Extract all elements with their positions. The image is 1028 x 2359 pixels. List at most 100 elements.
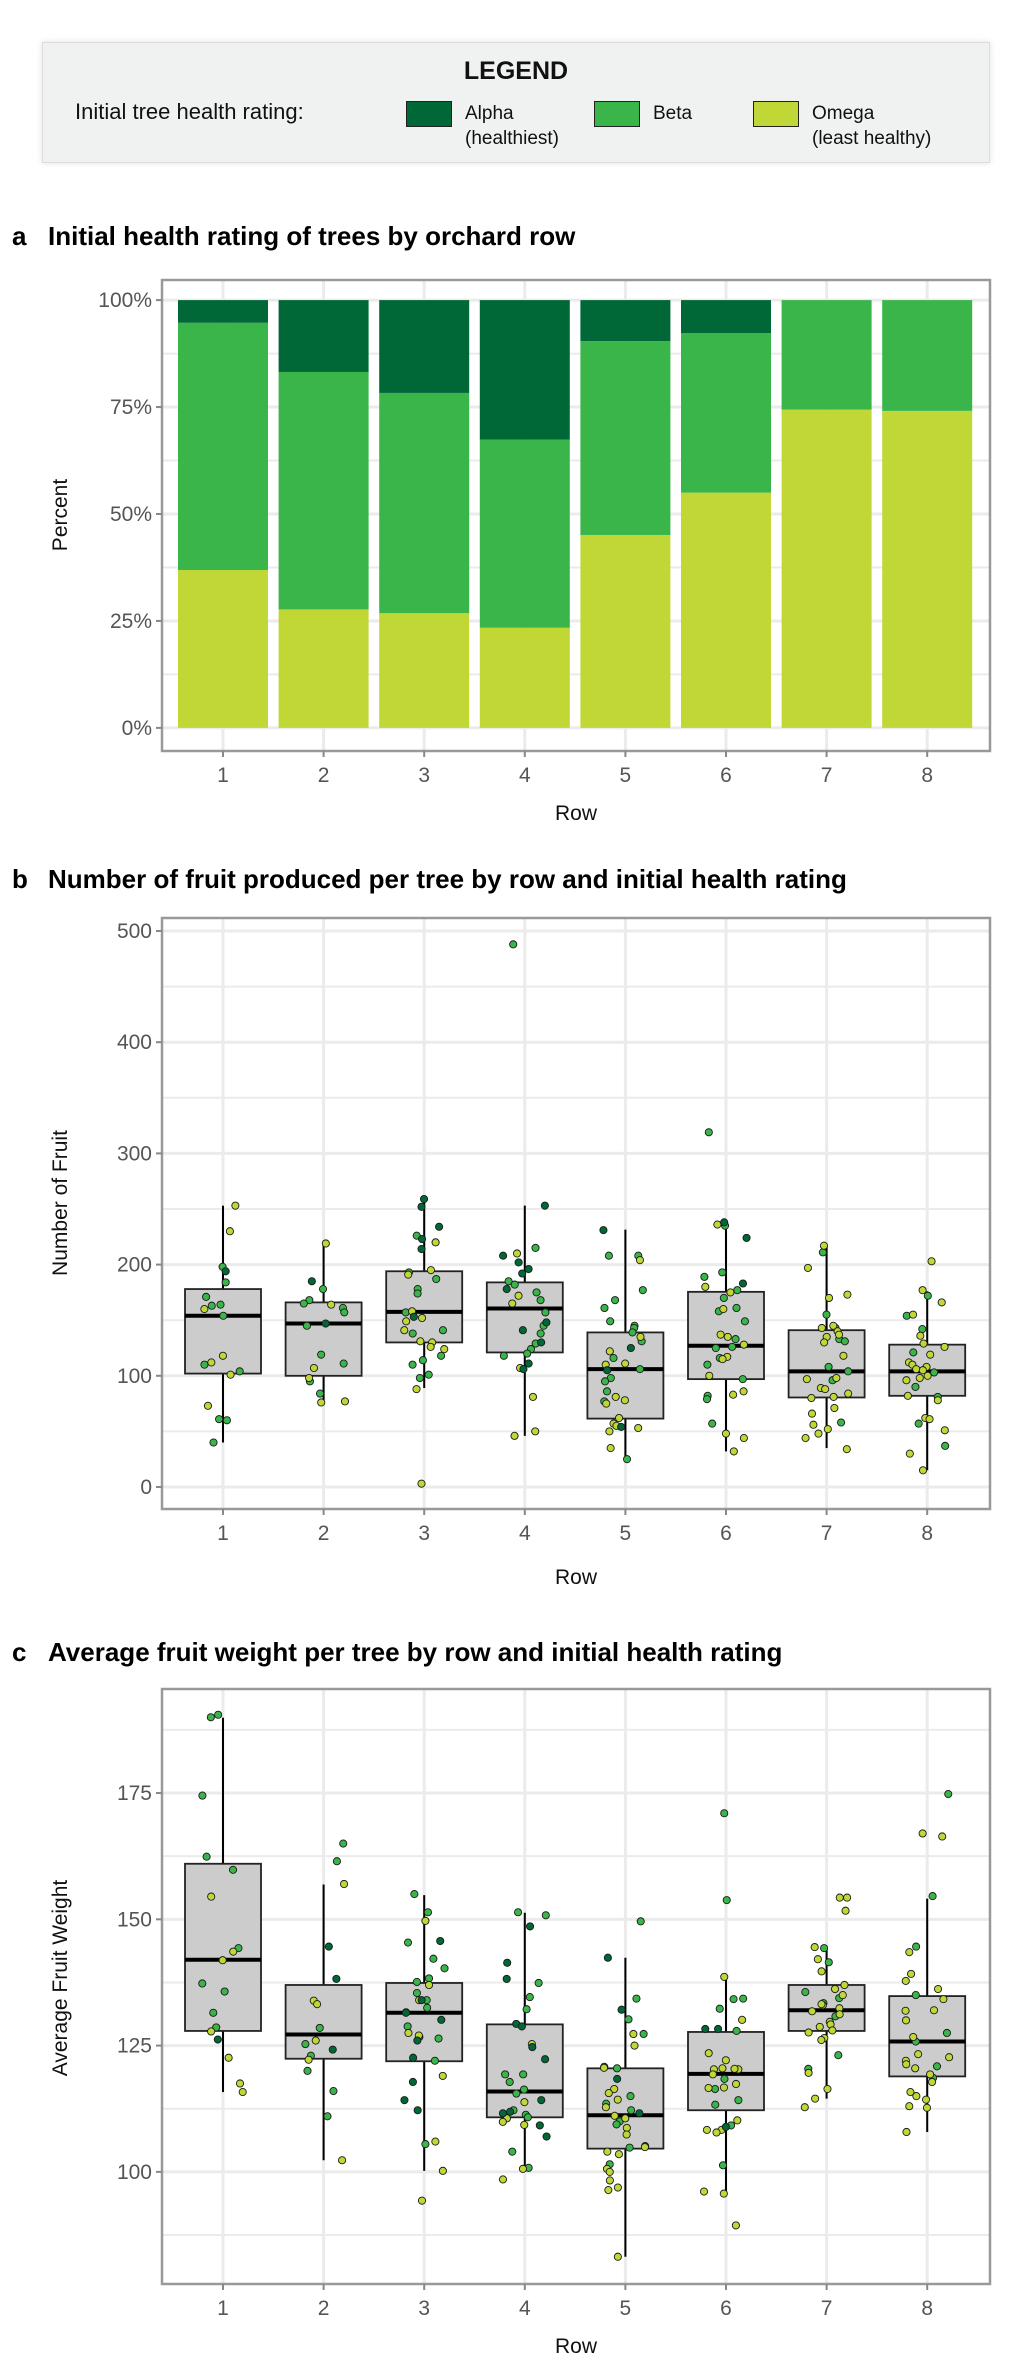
point-beta (728, 1342, 737, 1351)
point-omega (340, 1397, 350, 1406)
point-beta (332, 1857, 341, 1866)
point-omega (498, 2175, 508, 2184)
point-beta (202, 1852, 211, 1861)
point-alpha (506, 2107, 515, 2116)
point-beta (432, 1274, 441, 1284)
point-beta (198, 1979, 207, 1988)
point-omega (807, 1393, 816, 1403)
point-beta (215, 1415, 224, 1424)
point-beta (434, 2034, 443, 2043)
point-omega (510, 1431, 519, 1440)
panel-border (160, 1687, 992, 2286)
point-beta (301, 2040, 310, 2049)
point-omega (926, 1350, 935, 1359)
point-beta (339, 1839, 348, 1848)
point-omega (721, 1429, 730, 1438)
point-omega (912, 2092, 921, 2101)
point-omega (719, 2083, 729, 2092)
point-omega (922, 2095, 931, 2104)
box-row-8 (888, 1995, 967, 2078)
legend-alpha-label: Alpha (465, 103, 514, 124)
y-axis-title: Percent (49, 479, 72, 552)
chart-c-letter: c (12, 1637, 27, 1667)
point-beta (408, 1360, 417, 1369)
point-beta (700, 1272, 709, 1281)
point-beta (499, 1351, 508, 1360)
chart-a-title-text: Initial health rating of trees by orchar… (48, 221, 576, 251)
point-beta (423, 1908, 433, 1917)
point-beta (941, 1441, 950, 1450)
point-omega (843, 1290, 852, 1299)
x-tick-label: 4 (519, 764, 531, 787)
x-tick-label: 8 (921, 764, 933, 787)
box-row-2 (284, 1984, 363, 2060)
point-omega (610, 2084, 619, 2094)
point-beta (209, 2008, 218, 2017)
bar-beta-row-3 (379, 392, 470, 614)
x-tick-label: 1 (217, 764, 229, 787)
point-omega (916, 1331, 925, 1340)
point-omega (417, 1313, 427, 1323)
point-beta (510, 1280, 519, 1289)
x-axis-title: Row (555, 1566, 598, 1589)
point-alpha (409, 2053, 418, 2062)
point-omega (840, 1980, 849, 1990)
point-omega (829, 1321, 838, 1330)
point-alpha (524, 1264, 533, 1274)
point-beta (523, 1349, 532, 1358)
point-omega (843, 1893, 852, 1902)
chart-a-title: a Initial health rating of trees by orcha… (12, 221, 575, 252)
point-beta (840, 1337, 849, 1346)
point-beta (329, 2087, 338, 2096)
point-omega (731, 2221, 740, 2230)
point-omega (226, 1370, 235, 1379)
point-omega (412, 1385, 421, 1394)
point-omega (520, 2098, 529, 2107)
bar-omega-row-1 (178, 570, 268, 728)
point-omega (842, 1445, 851, 1454)
point-alpha (603, 1953, 612, 1962)
point-omega (603, 2147, 612, 2156)
point-omega (321, 1239, 330, 1248)
point-omega (807, 1409, 817, 1418)
legend-beta-label: Beta (653, 103, 693, 124)
point-beta (600, 1303, 609, 1313)
point-beta (909, 1348, 918, 1357)
point-omega (832, 1373, 841, 1383)
y-tick-label: 100% (98, 289, 152, 312)
point-omega (229, 1947, 238, 1956)
point-beta (317, 1350, 326, 1359)
point-alpha (626, 1343, 635, 1353)
point-omega (416, 1337, 425, 1346)
legend: LEGEND Initial tree health rating: Alpha… (42, 42, 990, 163)
point-omega (804, 2068, 813, 2077)
point-alpha (409, 1312, 418, 1321)
bar-omega-row-5 (580, 534, 671, 728)
point-beta (606, 1317, 615, 1326)
point-omega (602, 1399, 611, 1408)
x-tick-label: 6 (720, 2297, 732, 2320)
point-omega (622, 2130, 631, 2139)
point-beta (718, 2161, 728, 2170)
point-omega (426, 1342, 435, 1351)
point-beta (942, 2028, 951, 2038)
point-beta (932, 2062, 942, 2071)
legend-title: LEGEND (463, 57, 569, 85)
point-omega (945, 2053, 954, 2062)
point-beta (733, 1286, 742, 1295)
point-omega (841, 1906, 850, 1915)
box-row-1 (184, 1862, 262, 2032)
point-beta (635, 1365, 644, 1374)
point-beta (505, 2077, 514, 2087)
point-omega (605, 2167, 614, 2176)
bar-beta-row-7 (781, 300, 872, 410)
point-omega (719, 1305, 728, 1314)
point-omega (622, 2123, 631, 2132)
point-omega (914, 2050, 923, 2059)
point-omega (231, 1201, 240, 1210)
x-tick-label: 5 (620, 764, 632, 787)
point-beta (421, 2140, 430, 2149)
point-beta (708, 1419, 717, 1428)
point-alpha (502, 1285, 511, 1294)
